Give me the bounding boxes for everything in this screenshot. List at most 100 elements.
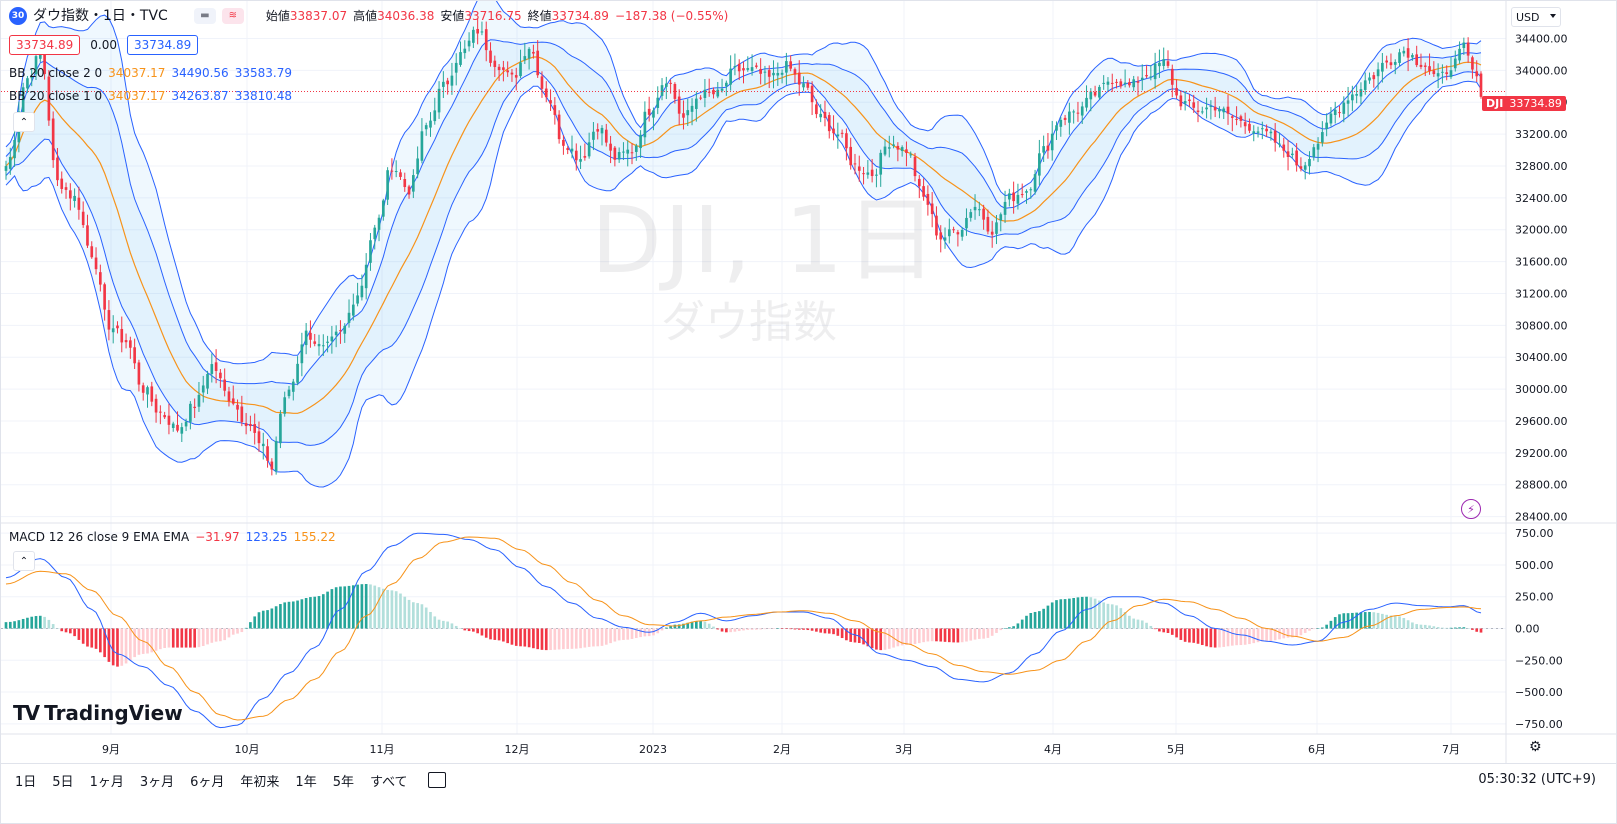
collapse-legend-button[interactable]: ⌃ bbox=[13, 112, 35, 132]
candle-body bbox=[510, 72, 514, 75]
range-ytd[interactable]: 年初来 bbox=[240, 774, 280, 790]
macd-histogram-bar bbox=[926, 628, 930, 642]
macd-histogram-bar bbox=[454, 625, 458, 629]
candle-body bbox=[634, 145, 638, 152]
macd-histogram-bar bbox=[1059, 599, 1063, 629]
macd-histogram-bar bbox=[433, 616, 437, 629]
candle-body bbox=[652, 110, 655, 118]
macd-histogram-bar bbox=[1085, 596, 1088, 629]
candle-body bbox=[1196, 110, 1200, 113]
macd-histogram-bar bbox=[677, 624, 681, 629]
candle-body bbox=[737, 63, 741, 72]
candle-body bbox=[1436, 73, 1440, 77]
macd-histogram-bar bbox=[1338, 614, 1341, 629]
candle-body bbox=[1042, 146, 1045, 153]
collapse-macd-button[interactable]: ⌃ bbox=[13, 551, 35, 571]
clock-timezone[interactable]: 05:30:32 (UTC+9) bbox=[1478, 772, 1596, 787]
macd-histogram-bar bbox=[600, 628, 604, 646]
candle-body bbox=[1286, 151, 1290, 157]
macd-histogram-bar bbox=[879, 628, 883, 651]
candle-body bbox=[463, 48, 467, 54]
candle-body bbox=[484, 29, 488, 51]
macd-histogram-bar bbox=[437, 619, 441, 629]
currency-select[interactable]: USD bbox=[1511, 7, 1561, 27]
macd-legend[interactable]: MACD 12 26 close 9 EMA EMA −31.97 123.25… bbox=[9, 528, 336, 546]
candle-body bbox=[193, 406, 196, 408]
sell-price-box[interactable]: 33734.89 bbox=[9, 35, 81, 55]
macd-histogram-bar bbox=[943, 628, 947, 642]
buy-price-box[interactable]: 33734.89 bbox=[126, 35, 199, 55]
gear-icon[interactable]: ⚙ bbox=[1529, 739, 1542, 755]
low-value: 33716.75 bbox=[464, 9, 522, 23]
chart-canvas[interactable]: 34400.0034000.0033600.0033200.0032800.00… bbox=[1, 1, 1616, 763]
candle-body bbox=[583, 156, 587, 158]
candle-body bbox=[1475, 71, 1479, 77]
candle-body bbox=[1033, 174, 1037, 192]
candle-body bbox=[266, 446, 269, 461]
macd-histogram-bar bbox=[103, 628, 106, 658]
range-1m[interactable]: 1ヶ月 bbox=[89, 774, 124, 790]
compare-icon[interactable]: ≋ bbox=[221, 8, 244, 24]
macd-histogram-bar bbox=[1218, 628, 1221, 648]
candle-body bbox=[167, 415, 171, 425]
name-watermark: ダウ指数 bbox=[661, 297, 837, 348]
change-value: −187.38 (−0.55%) bbox=[614, 9, 729, 23]
macd-histogram-bar bbox=[21, 618, 25, 629]
macd-histogram-bar bbox=[1462, 627, 1466, 629]
range-6m[interactable]: 6ヶ月 bbox=[190, 774, 225, 790]
candle-body bbox=[347, 312, 351, 323]
macd-histogram-bar bbox=[1136, 619, 1140, 629]
candle-body bbox=[1363, 80, 1367, 90]
open-value: 33837.07 bbox=[289, 9, 348, 23]
price-tag-ticker: DJI bbox=[1486, 97, 1504, 110]
candle-body bbox=[1110, 82, 1114, 84]
candle-body bbox=[244, 423, 248, 427]
candle-body bbox=[1338, 112, 1341, 114]
symbol-legend: 30 ダウ指数・1日・TVC ▬ ≋ 始値 33837.07 高値 34036.38… bbox=[9, 7, 728, 25]
range-5d[interactable]: 5日 bbox=[52, 774, 74, 790]
candle-body bbox=[1149, 76, 1153, 78]
candle-body bbox=[570, 148, 574, 152]
candle-body bbox=[506, 70, 510, 73]
macd-histogram-bar bbox=[990, 628, 994, 636]
candle-body bbox=[1046, 145, 1050, 151]
range-1y[interactable]: 1年 bbox=[295, 774, 317, 790]
symbol-badge[interactable]: 30 bbox=[9, 7, 27, 25]
macd-histogram-bar bbox=[1406, 620, 1410, 629]
macd-histogram-bar bbox=[51, 624, 55, 629]
bb2-legend[interactable]: BB 20 close 2 0 34037.17 34490.56 33583.… bbox=[9, 64, 292, 82]
macd-histogram-bar bbox=[197, 628, 201, 648]
candle-body bbox=[1080, 106, 1084, 116]
macd-histogram-bar bbox=[399, 593, 402, 629]
candle-body bbox=[386, 170, 389, 200]
bb1-legend[interactable]: BB 20 close 1 0 34037.17 34263.87 33810.… bbox=[9, 87, 292, 105]
macd-histogram-bar bbox=[1479, 628, 1483, 633]
hide-icon[interactable]: ▬ bbox=[193, 8, 216, 24]
range-3m[interactable]: 3ヶ月 bbox=[139, 774, 175, 790]
candle-body bbox=[917, 178, 921, 187]
calendar-goto-icon[interactable] bbox=[427, 772, 446, 788]
candle-body bbox=[759, 68, 762, 74]
candle-body bbox=[146, 387, 149, 395]
candle-body bbox=[686, 110, 690, 116]
symbol-title[interactable]: ダウ指数・1日・TVC bbox=[33, 8, 168, 24]
range-all[interactable]: すべて bbox=[369, 774, 408, 790]
candle-body bbox=[1381, 62, 1384, 72]
candle-body bbox=[823, 111, 827, 119]
candle-body bbox=[1008, 193, 1011, 200]
macd-histogram-bar bbox=[1025, 615, 1028, 629]
macd-histogram-bar bbox=[896, 628, 900, 647]
macd-tick-label: 250.00 bbox=[1515, 591, 1554, 604]
candle-body bbox=[227, 391, 231, 402]
candle-body bbox=[60, 178, 64, 189]
candle-body bbox=[802, 83, 805, 88]
lightning-icon[interactable]: ⚡ bbox=[1461, 499, 1481, 519]
macd-histogram-bar bbox=[99, 628, 102, 653]
range-1d[interactable]: 1日 bbox=[15, 774, 37, 790]
macd-histogram-bar bbox=[626, 628, 630, 640]
range-5y[interactable]: 5年 bbox=[332, 774, 354, 790]
bb1-lower-line bbox=[5, 71, 1482, 446]
candle-body bbox=[1248, 123, 1251, 131]
candle-body bbox=[107, 310, 111, 330]
candle-body bbox=[206, 373, 209, 389]
